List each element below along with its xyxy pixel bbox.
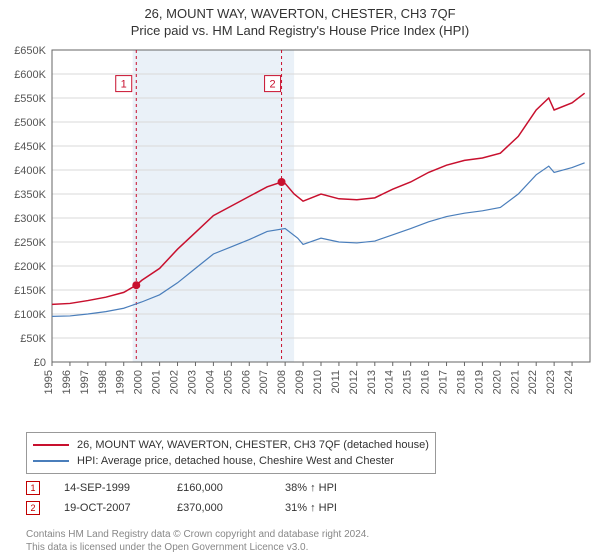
svg-text:1997: 1997	[79, 370, 91, 394]
svg-text:2001: 2001	[151, 370, 163, 394]
legend-label: HPI: Average price, detached house, Ches…	[77, 455, 394, 467]
svg-text:£350K: £350K	[14, 189, 46, 201]
footer-line: This data is licensed under the Open Gov…	[26, 541, 369, 554]
chart-title-address: 26, MOUNT WAY, WAVERTON, CHESTER, CH3 7Q…	[0, 6, 600, 21]
title-block: 26, MOUNT WAY, WAVERTON, CHESTER, CH3 7Q…	[0, 0, 600, 38]
svg-text:2006: 2006	[240, 370, 252, 394]
svg-text:1: 1	[121, 79, 127, 91]
footer-line: Contains HM Land Registry data © Crown c…	[26, 528, 369, 541]
svg-text:1995: 1995	[43, 370, 55, 394]
attribution-footer: Contains HM Land Registry data © Crown c…	[26, 528, 369, 554]
svg-text:2004: 2004	[204, 370, 216, 394]
svg-text:2007: 2007	[258, 370, 270, 394]
svg-text:2024: 2024	[563, 370, 575, 394]
svg-text:£200K: £200K	[14, 261, 46, 273]
svg-text:2023: 2023	[545, 370, 557, 394]
sale-marker-badge: 2	[26, 501, 40, 515]
legend-label: 26, MOUNT WAY, WAVERTON, CHESTER, CH3 7Q…	[77, 439, 429, 451]
legend-item: HPI: Average price, detached house, Ches…	[33, 453, 429, 469]
svg-text:£0: £0	[34, 357, 46, 369]
legend-swatch	[33, 444, 69, 446]
svg-text:2: 2	[270, 79, 276, 91]
svg-text:2017: 2017	[438, 370, 450, 394]
svg-text:£600K: £600K	[14, 69, 46, 81]
svg-text:1998: 1998	[97, 370, 109, 394]
svg-text:2009: 2009	[294, 370, 306, 394]
sale-hpi-delta: 38% ↑ HPI	[285, 482, 375, 494]
svg-text:2013: 2013	[366, 370, 378, 394]
svg-text:2002: 2002	[169, 370, 181, 394]
svg-text:£250K: £250K	[14, 237, 46, 249]
svg-text:£500K: £500K	[14, 117, 46, 129]
svg-text:£400K: £400K	[14, 165, 46, 177]
chart-plot: £0 £50K £100K £150K £200K £250K £300K £350K £400…	[0, 42, 600, 422]
sale-price: £160,000	[177, 482, 267, 494]
legend: 26, MOUNT WAY, WAVERTON, CHESTER, CH3 7Q…	[26, 432, 436, 474]
svg-text:£650K: £650K	[14, 45, 46, 57]
svg-text:£300K: £300K	[14, 213, 46, 225]
svg-text:2016: 2016	[420, 370, 432, 394]
svg-text:2021: 2021	[509, 370, 521, 394]
sale-hpi-delta: 31% ↑ HPI	[285, 502, 375, 514]
svg-text:1996: 1996	[61, 370, 73, 394]
sale-price: £370,000	[177, 502, 267, 514]
svg-text:£100K: £100K	[14, 309, 46, 321]
svg-text:2020: 2020	[491, 370, 503, 394]
line-chart-svg: £0 £50K £100K £150K £200K £250K £300K £350K £400…	[0, 42, 600, 422]
svg-text:2011: 2011	[330, 370, 342, 394]
svg-text:2005: 2005	[222, 370, 234, 394]
svg-text:2014: 2014	[384, 370, 396, 394]
svg-text:2000: 2000	[133, 370, 145, 394]
svg-text:£550K: £550K	[14, 93, 46, 105]
svg-text:2010: 2010	[312, 370, 324, 394]
chart-subtitle: Price paid vs. HM Land Registry's House …	[0, 23, 600, 38]
sale-date: 14-SEP-1999	[64, 482, 159, 494]
svg-text:2019: 2019	[473, 370, 485, 394]
svg-text:2018: 2018	[455, 370, 467, 394]
sale-row: 2 19-OCT-2007 £370,000 31% ↑ HPI	[26, 498, 375, 518]
svg-text:£450K: £450K	[14, 141, 46, 153]
svg-text:2012: 2012	[348, 370, 360, 394]
svg-text:£150K: £150K	[14, 285, 46, 297]
svg-text:£50K: £50K	[20, 333, 46, 345]
svg-text:1999: 1999	[115, 370, 127, 394]
svg-text:2003: 2003	[186, 370, 198, 394]
legend-swatch	[33, 460, 69, 462]
svg-text:2015: 2015	[402, 370, 414, 394]
sale-marker-badge: 1	[26, 481, 40, 495]
svg-text:2008: 2008	[276, 370, 288, 394]
sale-row: 1 14-SEP-1999 £160,000 38% ↑ HPI	[26, 478, 375, 498]
chart-container: 26, MOUNT WAY, WAVERTON, CHESTER, CH3 7Q…	[0, 0, 600, 560]
sale-date: 19-OCT-2007	[64, 502, 159, 514]
svg-text:2022: 2022	[527, 370, 539, 394]
legend-item: 26, MOUNT WAY, WAVERTON, CHESTER, CH3 7Q…	[33, 437, 429, 453]
sales-table: 1 14-SEP-1999 £160,000 38% ↑ HPI 2 19-OC…	[26, 478, 375, 518]
